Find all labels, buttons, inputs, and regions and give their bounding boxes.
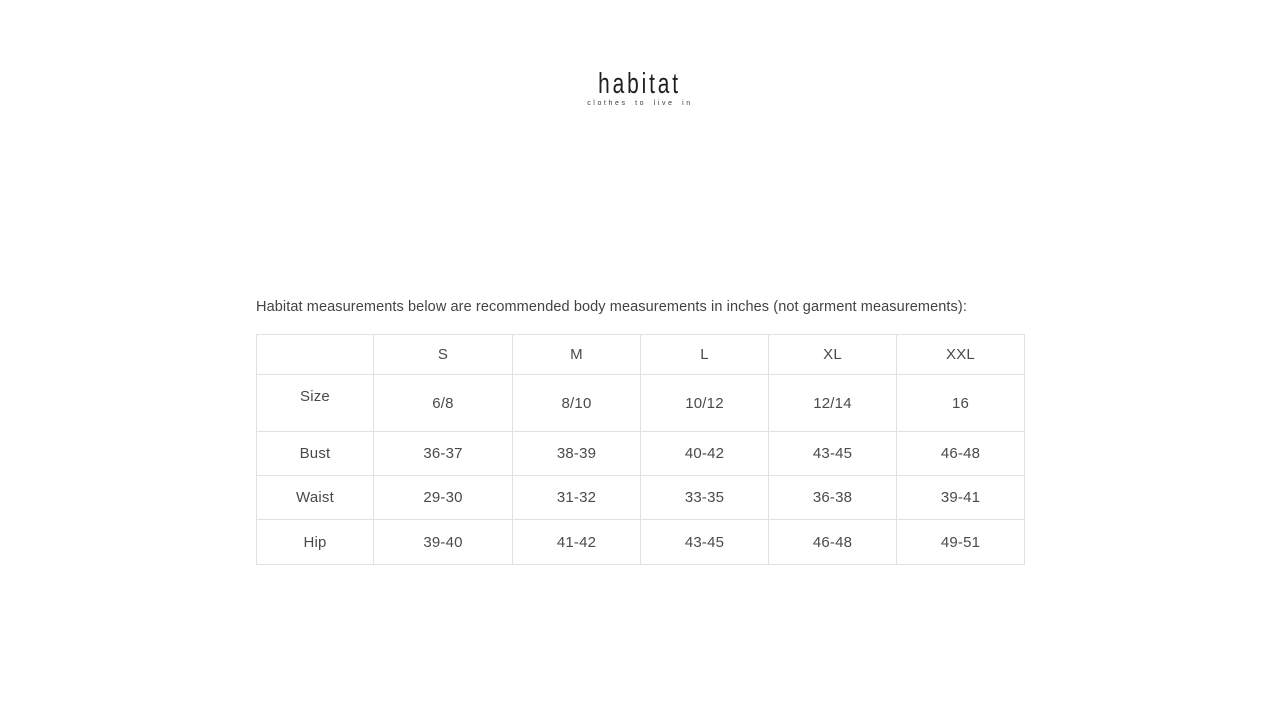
brand-logo: habitat clothes to live in (0, 0, 1280, 108)
size-chart-cell: 46-48 (768, 519, 897, 565)
row-label-size-text: Size (300, 387, 330, 405)
brand-name: habitat (598, 68, 682, 100)
size-chart-cell: 41-42 (512, 519, 641, 565)
size-chart-cell: 43-45 (640, 519, 769, 565)
size-chart-cell: 39-41 (896, 475, 1025, 520)
size-chart-cell: 12/14 (768, 374, 897, 432)
size-chart-cell: 36-37 (373, 431, 513, 476)
table-header-row: S M L XL XXL (256, 334, 1025, 375)
size-chart-cell: 38-39 (512, 431, 641, 476)
size-chart-cell: 10/12 (640, 374, 769, 432)
size-chart-section: Habitat measurements below are recommend… (256, 296, 1025, 565)
table-row: Waist 29-30 31-32 33-35 36-38 39-41 (256, 475, 1025, 520)
column-header-xl: XL (768, 334, 897, 375)
size-chart-cell: 39-40 (373, 519, 513, 565)
column-header-blank (256, 334, 374, 375)
table-row: Hip 39-40 41-42 43-45 46-48 49-51 (256, 519, 1025, 565)
size-chart-cell: 31-32 (512, 475, 641, 520)
size-chart-cell: 8/10 (512, 374, 641, 432)
page: habitat clothes to live in Habitat measu… (0, 0, 1280, 565)
size-chart-table: S M L XL XXL Size 6/8 8/10 10/12 12/14 1… (256, 334, 1025, 565)
column-header-s: S (373, 334, 513, 375)
row-label-size: Size (256, 374, 374, 432)
size-chart-cell: 43-45 (768, 431, 897, 476)
brand-tagline: clothes to live in (587, 100, 693, 107)
intro-text: Habitat measurements below are recommend… (256, 299, 967, 315)
table-row: Bust 36-37 38-39 40-42 43-45 46-48 (256, 431, 1025, 476)
size-chart-cell: 49-51 (896, 519, 1025, 565)
row-label-hip: Hip (256, 519, 374, 565)
size-chart-cell: 33-35 (640, 475, 769, 520)
size-chart-cell: 29-30 (373, 475, 513, 520)
row-label-waist: Waist (256, 475, 374, 520)
table-row: Size 6/8 8/10 10/12 12/14 16 (256, 374, 1025, 432)
size-chart-cell: 6/8 (373, 374, 513, 432)
column-header-xxl: XXL (896, 334, 1025, 375)
size-chart-cell: 46-48 (896, 431, 1025, 476)
size-chart-cell: 36-38 (768, 475, 897, 520)
size-chart-cell: 16 (896, 374, 1025, 432)
size-chart-cell: 40-42 (640, 431, 769, 476)
column-header-l: L (640, 334, 769, 375)
row-label-bust: Bust (256, 431, 374, 476)
column-header-m: M (512, 334, 641, 375)
